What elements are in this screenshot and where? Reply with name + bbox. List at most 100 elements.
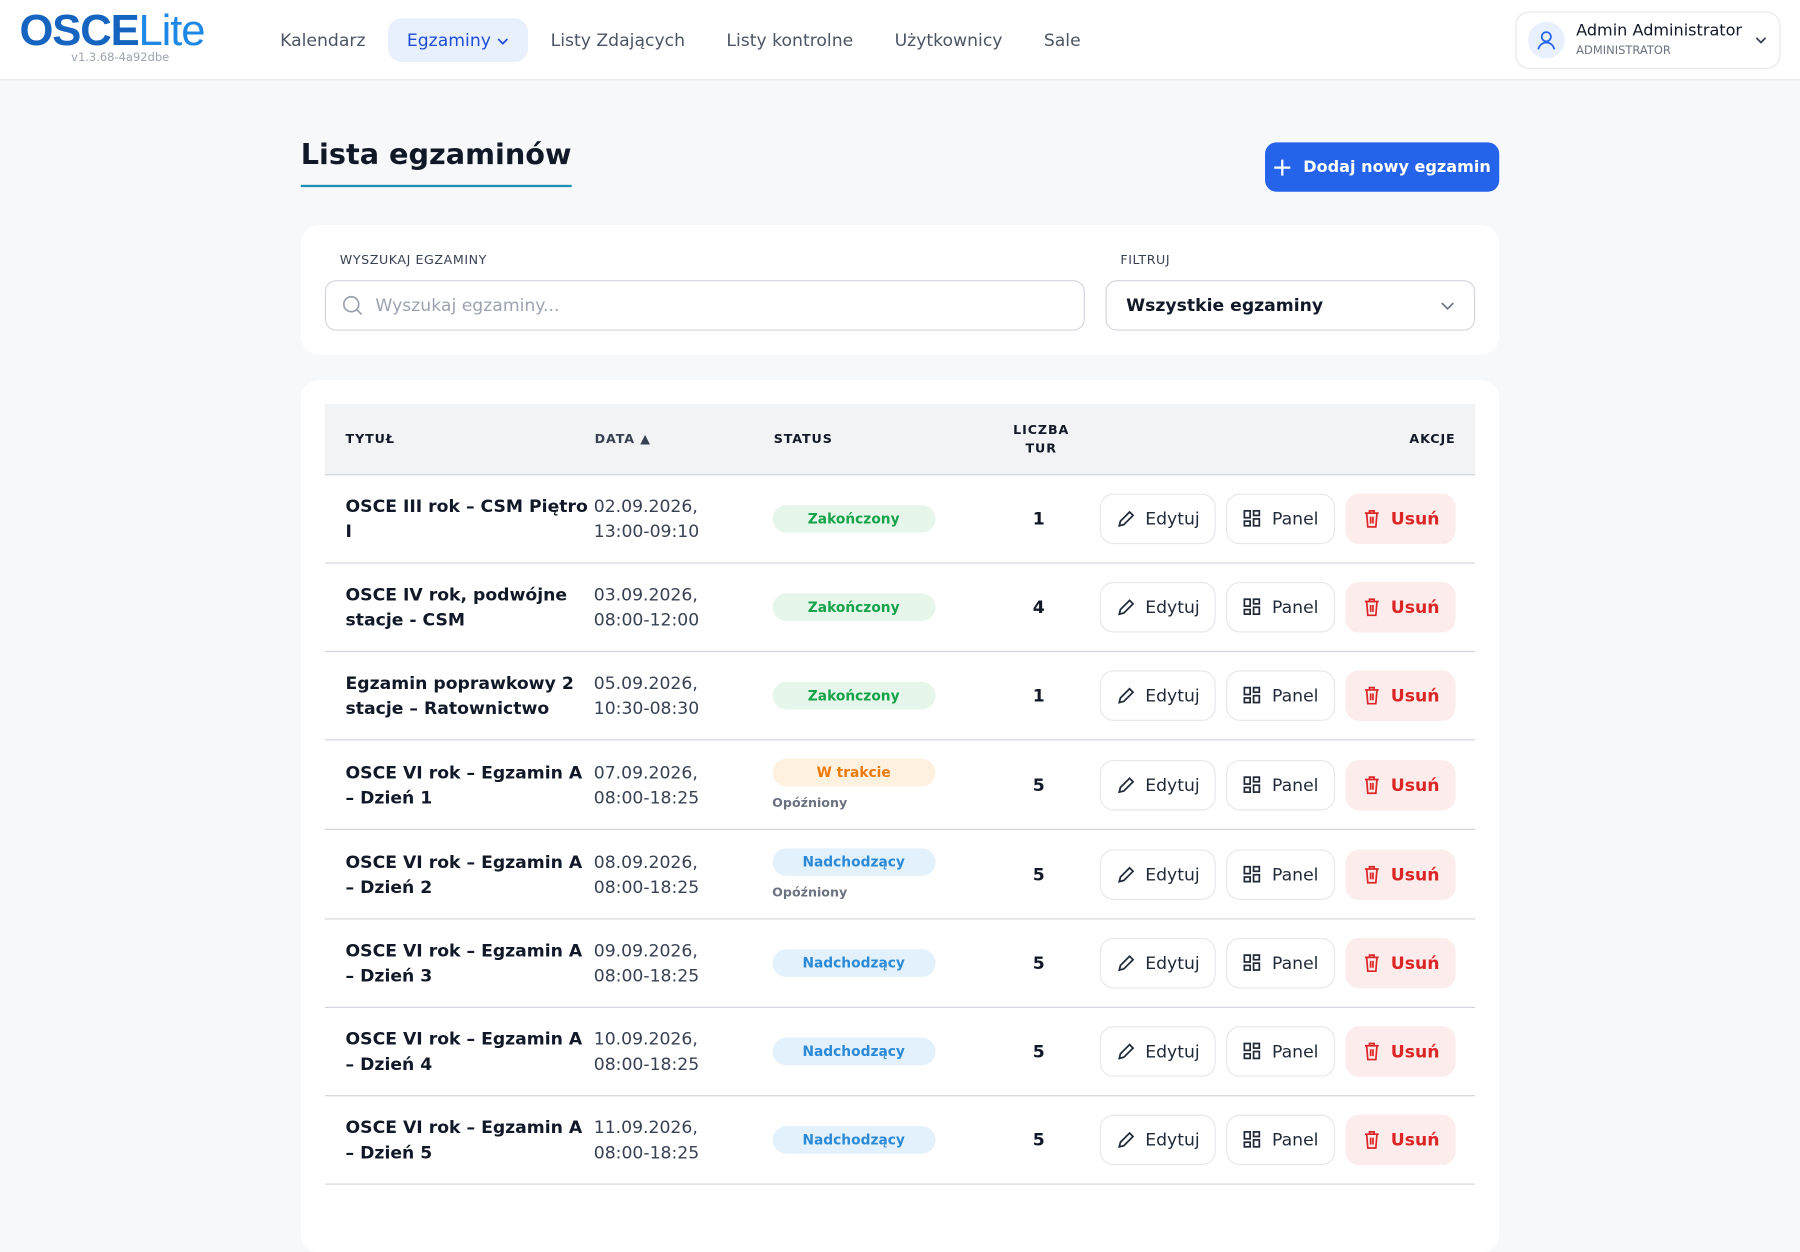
date: 02.09.2026, [593, 495, 698, 517]
column-header: AKCJE [1409, 431, 1456, 447]
action-button[interactable]: Edytuj [1099, 1026, 1216, 1077]
logo[interactable]: OSCELite [19, 6, 206, 56]
add-label: Dodaj nowy egzamin [1303, 157, 1491, 177]
table-row: OSCE III rok – CSM Piętro I 02.09.2026, 13… [324, 475, 1476, 564]
nav-item[interactable]: Egzaminy [388, 18, 528, 62]
exam-date: 07.09.2026, 08:00-18:25 [594, 759, 772, 810]
table-row: OSCE VI rok – Egzamin A – Dzień 3 09.09.2… [324, 920, 1476, 1008]
action-button[interactable]: Panel [1226, 1026, 1335, 1077]
page-title: Lista egzaminów [300, 138, 572, 188]
action-button[interactable]: Edytuj [1099, 493, 1216, 545]
action-button[interactable]: Panel [1226, 493, 1335, 545]
status-cell: Nadchodzący [772, 1037, 978, 1066]
nav-label: Listy kontrolne [726, 29, 854, 51]
actions: Edytuj Panel Usuń [1099, 493, 1475, 545]
logo-part: Lite [138, 6, 206, 56]
time: 08:00-18:25 [593, 1053, 700, 1075]
column-header: TYTUŁ [345, 431, 395, 446]
action-button[interactable]: Usuń [1344, 670, 1456, 721]
action-button[interactable]: Panel [1226, 759, 1335, 810]
actions: Edytuj Panel Usuń [1099, 582, 1475, 633]
action-label: Usuń [1390, 685, 1440, 706]
action-label: Panel [1272, 1041, 1319, 1062]
time: 08:00-18:25 [593, 786, 700, 808]
action-button[interactable]: Panel [1226, 1114, 1335, 1166]
action-button[interactable]: Usuń [1344, 848, 1456, 900]
action-button[interactable]: Edytuj [1099, 1114, 1216, 1166]
date: 10.09.2026, [593, 1028, 698, 1050]
action-label: Edytuj [1145, 774, 1200, 795]
filter-card: WYSZUKAJ EGZAMINY Wyszukaj egzaminy... F… [300, 225, 1500, 355]
status-pill: Zakończony [772, 505, 936, 533]
rounds: 5 [1032, 863, 1045, 885]
action-button[interactable]: Usuń [1344, 493, 1456, 545]
time: 08:00-18:25 [593, 876, 700, 898]
date: 11.09.2026, [593, 1116, 698, 1138]
action-button[interactable]: Edytuj [1099, 670, 1216, 721]
action-button[interactable]: Usuń [1344, 937, 1456, 989]
nav-item[interactable]: Listy Zdających [532, 18, 703, 62]
exam-date: 08.09.2026, 08:00-18:25 [594, 849, 772, 900]
action-button[interactable]: Usuń [1344, 1026, 1456, 1077]
time: 08:00-12:00 [593, 609, 700, 631]
action-button[interactable]: Usuń [1344, 759, 1456, 810]
rounds: 5 [1032, 1129, 1045, 1151]
top-bar: OSCELite v1.3.68-4a92dbe Kalendarz Egzami… [0, 0, 1800, 81]
nav-item[interactable]: Kalendarz [262, 18, 384, 62]
action-button[interactable]: Edytuj [1099, 937, 1216, 989]
action-button[interactable]: Edytuj [1099, 848, 1216, 900]
action-button[interactable]: Panel [1226, 582, 1335, 633]
action-button[interactable]: Edytuj [1099, 759, 1216, 810]
version: v1.3.68-4a92dbe [71, 51, 170, 65]
add-button[interactable]: Dodaj nowy egzamin [1265, 142, 1500, 192]
nav-item[interactable]: Użytkownicy [876, 18, 1021, 62]
actions: Edytuj Panel Usuń [1099, 937, 1475, 989]
user-menu[interactable]: Admin Administrator ADMINISTRATOR [1515, 11, 1781, 69]
search-placeholder: Wyszukaj egzaminy... [375, 295, 560, 316]
exam-title: OSCE IV rok, podwójne stacje - CSM [345, 584, 568, 631]
action-button[interactable]: Usuń [1344, 582, 1456, 633]
action-button[interactable]: Usuń [1344, 1114, 1456, 1166]
action-button[interactable]: Panel [1226, 848, 1335, 900]
status-cell: Zakończony [772, 681, 978, 710]
status-pill: W trakcie [772, 758, 936, 787]
action-label: Panel [1272, 774, 1319, 795]
filter-select[interactable]: Wszystkie egzaminy [1105, 280, 1476, 331]
action-label: Edytuj [1145, 508, 1200, 530]
time: 08:00-18:25 [593, 1142, 700, 1163]
action-label: Usuń [1390, 508, 1440, 530]
status-pill: Nadchodzący [772, 1037, 936, 1066]
user-role: ADMINISTRATOR [1576, 44, 1671, 58]
nav-label: Użytkownicy [894, 29, 1003, 51]
time: 10:30-08:30 [593, 697, 700, 719]
action-button[interactable]: Panel [1226, 937, 1335, 989]
action-label: Edytuj [1145, 952, 1200, 974]
status-pill: Zakończony [772, 593, 936, 622]
exam-title: Egzamin poprawkowy 2 stacje – Ratownictw… [345, 672, 574, 719]
nav-item[interactable]: Listy kontrolne [708, 18, 872, 62]
action-label: Panel [1272, 508, 1319, 530]
exam-date: 09.09.2026, 08:00-18:25 [594, 938, 772, 989]
table-row: OSCE VI rok – Egzamin A – Dzień 1 07.09.2… [324, 740, 1476, 830]
table-row: OSCE VI rok – Egzamin A – Dzień 4 10.09.2… [324, 1008, 1476, 1097]
rounds: 5 [1032, 774, 1045, 795]
action-button[interactable]: Edytuj [1099, 582, 1216, 633]
nav-item[interactable]: Sale [1025, 18, 1099, 62]
table-card: TYTUŁ DATA ▲ STATUS LICZBA TUR AKCJE OSCE III… [300, 379, 1500, 1252]
action-label: Usuń [1390, 596, 1440, 618]
date: 05.09.2026, [593, 672, 698, 694]
logo-part: OSCE [19, 6, 140, 56]
action-button[interactable]: Panel [1226, 670, 1335, 721]
action-label: Edytuj [1145, 863, 1200, 885]
column-header: LICZBA TUR [1013, 421, 1070, 456]
table-header: TYTUŁ DATA ▲ STATUS LICZBA TUR AKCJE [324, 404, 1476, 476]
nav-label: Sale [1043, 29, 1081, 51]
action-label: Edytuj [1145, 1129, 1200, 1151]
nav-label: Listy Zdających [550, 29, 686, 51]
search-input[interactable]: Wyszukaj egzaminy... [324, 280, 1085, 331]
action-label: Usuń [1390, 863, 1440, 885]
status-pill: Nadchodzący [772, 848, 936, 876]
exam-title: OSCE VI rok – Egzamin A – Dzień 5 [345, 1116, 583, 1163]
user-name: Admin Administrator [1576, 21, 1743, 41]
